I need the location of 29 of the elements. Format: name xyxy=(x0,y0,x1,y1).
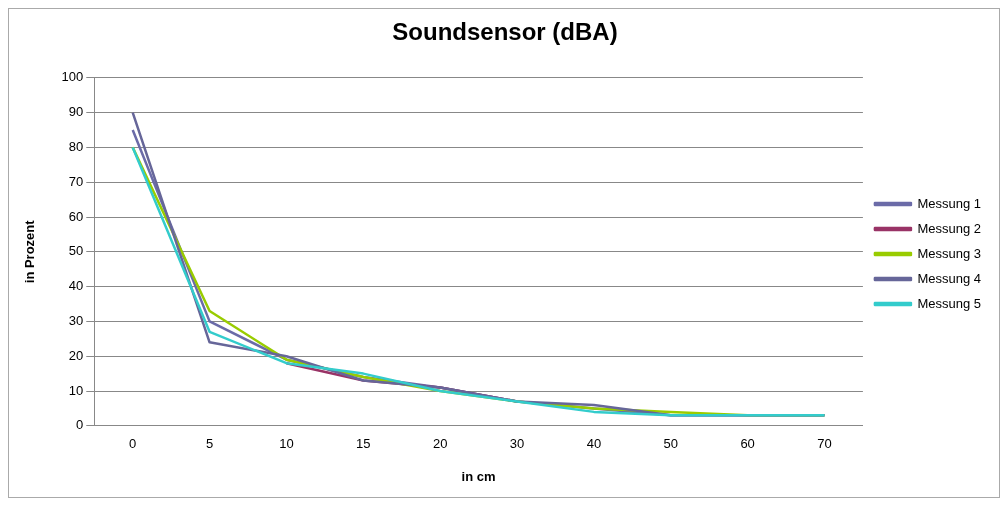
y-tick-label: 0 xyxy=(76,417,84,433)
x-tick-label: 40 xyxy=(586,436,602,452)
x-tick-label: 60 xyxy=(740,436,755,452)
y-tick-label: 30 xyxy=(68,312,84,328)
chart-title: Soundsensor (dBA) xyxy=(392,18,618,46)
x-tick-label: 10 xyxy=(279,436,294,452)
y-tick-label: 60 xyxy=(68,208,84,224)
y-tick-label: 20 xyxy=(68,347,84,363)
y-tick-label: 80 xyxy=(68,138,84,154)
y-tick-label: 10 xyxy=(68,382,84,398)
legend-label: Messung 2 xyxy=(917,220,981,236)
x-tick-label: 5 xyxy=(205,436,214,452)
x-tick-label: 15 xyxy=(356,436,371,452)
x-tick-label: 50 xyxy=(663,436,678,452)
y-tick-label: 100 xyxy=(61,69,84,85)
x-tick-label: 20 xyxy=(432,436,448,452)
legend-label: Messung 1 xyxy=(917,195,981,211)
legend-label: Messung 4 xyxy=(917,270,981,286)
y-tick-label: 90 xyxy=(68,104,84,120)
y-tick-label: 40 xyxy=(68,278,84,294)
legend-label: Messung 5 xyxy=(917,295,981,311)
x-tick-label: 0 xyxy=(129,436,137,452)
x-tick-label: 30 xyxy=(509,436,525,452)
x-tick-label: 70 xyxy=(817,436,832,452)
y-tick-label: 70 xyxy=(68,173,84,189)
y-tick-label: 50 xyxy=(68,243,84,259)
y-axis-title: in Prozent xyxy=(22,219,38,284)
x-axis-title: in cm xyxy=(461,468,496,484)
legend-label: Messung 3 xyxy=(917,245,981,261)
